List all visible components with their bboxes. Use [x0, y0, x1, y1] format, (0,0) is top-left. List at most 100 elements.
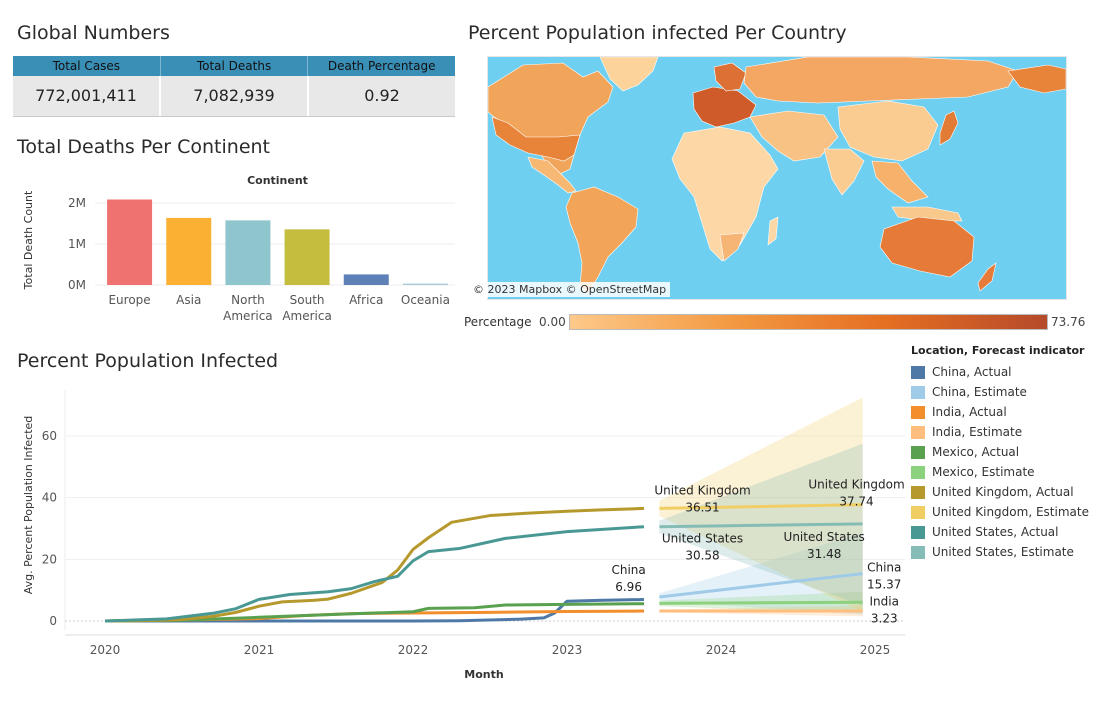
- line-y-tick: 40: [42, 491, 57, 505]
- map-southern-africa[interactable]: [719, 232, 745, 262]
- map-russia[interactable]: [743, 57, 1019, 104]
- global-numbers-title: Global Numbers: [17, 22, 170, 44]
- map-central-america[interactable]: [527, 156, 577, 194]
- bar-europe[interactable]: [107, 199, 153, 286]
- map-australia[interactable]: [879, 216, 975, 278]
- series-line[interactable]: [104, 506, 645, 623]
- bar-asia[interactable]: [166, 217, 212, 285]
- legend-item[interactable]: China, Estimate: [911, 382, 1096, 402]
- map-color-legend: Percentage 0.00 73.76: [464, 312, 1088, 332]
- bar-category-label: America: [223, 309, 273, 323]
- legend-label: United States, Actual: [932, 525, 1059, 539]
- map-credit[interactable]: © 2023 Mapbox © OpenStreetMap: [469, 282, 671, 297]
- bar-africa[interactable]: [343, 274, 389, 285]
- legend-label: Mexico, Actual: [932, 445, 1020, 459]
- world-map[interactable]: [487, 56, 1067, 300]
- legend-item[interactable]: China, Actual: [911, 362, 1096, 382]
- line-y-tick: 20: [42, 552, 57, 566]
- map-madagascar[interactable]: [767, 216, 779, 246]
- map-legend-gradient: [569, 314, 1048, 330]
- map-indonesia[interactable]: [891, 206, 963, 222]
- legend-label: United Kingdom, Estimate: [932, 505, 1089, 519]
- kpi-value-row: 772,001,411 7,082,939 0.92: [13, 76, 455, 117]
- legend-swatch: [911, 365, 925, 379]
- line-annotation: United Kingdom: [808, 477, 904, 491]
- bar-north-america[interactable]: [225, 220, 271, 285]
- map-china[interactable]: [837, 100, 939, 162]
- map-southeast-asia[interactable]: [871, 160, 929, 204]
- legend-item[interactable]: Mexico, Estimate: [911, 462, 1096, 482]
- map-scandinavia[interactable]: [713, 62, 747, 92]
- line-x-axis-label: Month: [464, 668, 503, 681]
- bar-category-label: Africa: [349, 293, 383, 307]
- legend-label: India, Estimate: [932, 425, 1023, 439]
- legend-label: India, Actual: [932, 405, 1007, 419]
- legend-item[interactable]: United States, Estimate: [911, 542, 1096, 562]
- map-alaska[interactable]: [1007, 64, 1066, 94]
- legend-label: United States, Estimate: [932, 545, 1074, 559]
- series-line[interactable]: [659, 600, 863, 605]
- bar-y-tick: 2M: [68, 196, 86, 210]
- header-total-deaths: Total Deaths: [161, 56, 309, 76]
- bar-category-label: Oceania: [401, 293, 450, 307]
- legend-item[interactable]: United States, Actual: [911, 522, 1096, 542]
- map-north-america[interactable]: [488, 62, 614, 176]
- legend-item[interactable]: United Kingdom, Estimate: [911, 502, 1096, 522]
- forecast-legend-items: China, Actual China, Estimate India, Actua…: [911, 362, 1096, 562]
- legend-item[interactable]: India, Estimate: [911, 422, 1096, 442]
- series-line[interactable]: [104, 525, 645, 623]
- legend-label: China, Estimate: [932, 385, 1027, 399]
- map-japan[interactable]: [939, 110, 959, 146]
- series-line[interactable]: [659, 572, 863, 599]
- line-y-axis-label: Avg. Percent Population Infected: [22, 416, 35, 595]
- global-numbers-table: Total Cases Total Deaths Death Percentag…: [13, 56, 455, 117]
- bar-category-label: Europe: [108, 293, 150, 307]
- line-annotation: China: [867, 561, 901, 575]
- legend-swatch: [911, 525, 925, 539]
- bar-category-label: Asia: [176, 293, 201, 307]
- line-x-tick: 2025: [860, 643, 891, 657]
- line-annotation: 30.58: [685, 548, 719, 562]
- map-new-zealand[interactable]: [977, 262, 997, 292]
- legend-label: United Kingdom, Actual: [932, 485, 1074, 499]
- legend-swatch: [911, 405, 925, 419]
- bar-category-label: North: [231, 293, 265, 307]
- bar-oceania[interactable]: [402, 283, 448, 285]
- line-annotation: India: [870, 595, 899, 609]
- world-map-shapes: [488, 57, 1066, 294]
- bar-south-america[interactable]: [284, 229, 330, 285]
- legend-swatch: [911, 485, 925, 499]
- map-south-america[interactable]: [565, 186, 639, 294]
- line-y-tick: 60: [42, 429, 57, 443]
- legend-swatch: [911, 505, 925, 519]
- forecast-legend: Location, Forecast indicator China, Actu…: [911, 344, 1096, 562]
- map-india[interactable]: [823, 148, 865, 196]
- line-annotation: United Kingdom: [654, 484, 750, 498]
- series-line[interactable]: [104, 602, 645, 623]
- header-total-cases: Total Cases: [13, 56, 161, 76]
- bar-category-label: America: [282, 309, 332, 323]
- map-africa[interactable]: [671, 126, 779, 262]
- line-annotation: United States: [784, 530, 865, 544]
- map-greenland[interactable]: [599, 57, 659, 92]
- bar-y-axis-label: Total Death Count: [22, 190, 35, 290]
- header-death-percentage: Death Percentage: [327, 59, 436, 73]
- map-europe[interactable]: [692, 86, 757, 128]
- legend-swatch: [911, 385, 925, 399]
- map-middle-east[interactable]: [749, 110, 839, 162]
- series-line[interactable]: [659, 522, 863, 529]
- infected-line-chart[interactable]: 0 20 40 60 2020 2021 2022 2023 2024 2025 Month Avg.…: [0, 380, 905, 701]
- deaths-bar-chart[interactable]: Continent Total Death Count 0M 1M 2M Europe As…: [10, 165, 460, 335]
- value-total-deaths: 7,082,939: [161, 76, 309, 116]
- legend-item[interactable]: India, Actual: [911, 402, 1096, 422]
- map-usa[interactable]: [491, 116, 581, 162]
- series-line[interactable]: [659, 503, 863, 510]
- line-x-tick: 2022: [398, 643, 429, 657]
- legend-item[interactable]: Mexico, Actual: [911, 442, 1096, 462]
- series-line[interactable]: [105, 598, 645, 623]
- line-annotation: 36.51: [685, 501, 719, 515]
- legend-label: Mexico, Estimate: [932, 465, 1035, 479]
- line-y-tick: 0: [49, 614, 57, 628]
- map-legend-title: Percentage: [464, 315, 532, 329]
- legend-item[interactable]: United Kingdom, Actual: [911, 482, 1096, 502]
